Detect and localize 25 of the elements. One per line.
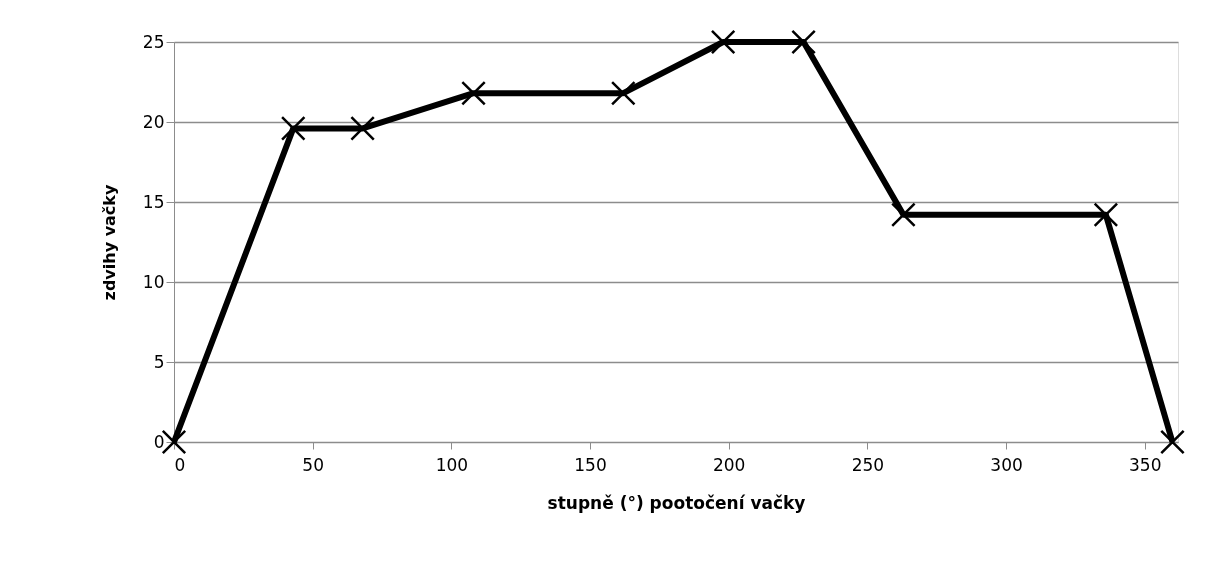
point bbox=[610, 80, 636, 106]
y-axis-title: zdvihy vačky bbox=[99, 184, 119, 301]
point bbox=[791, 29, 817, 55]
y-tick-label: 25 bbox=[142, 31, 165, 52]
point bbox=[891, 202, 916, 228]
x-axis-title: stupně (°) pootočení vačky bbox=[547, 492, 806, 513]
x-tick-label: 100 bbox=[435, 454, 469, 475]
x-tick-label: 150 bbox=[574, 454, 607, 475]
x-tick-label: 50 bbox=[302, 454, 324, 475]
y-tick-label: 0 bbox=[153, 431, 165, 452]
x-tick-label: 200 bbox=[712, 454, 746, 475]
point bbox=[280, 115, 306, 141]
x-tick-label: 300 bbox=[990, 454, 1023, 475]
point bbox=[461, 80, 486, 106]
x-tick-label: 250 bbox=[851, 454, 885, 475]
x-tick-label: 0 bbox=[174, 454, 186, 475]
y-tick-label: 5 bbox=[153, 351, 165, 372]
x-tick-label: 350 bbox=[1128, 454, 1162, 475]
point bbox=[710, 29, 736, 55]
point bbox=[1160, 429, 1185, 455]
point bbox=[1093, 202, 1119, 228]
y-tick-label: 15 bbox=[142, 191, 165, 212]
point bbox=[350, 115, 376, 141]
y-tick-label: 20 bbox=[142, 111, 165, 132]
y-tick-label: 10 bbox=[142, 271, 165, 292]
